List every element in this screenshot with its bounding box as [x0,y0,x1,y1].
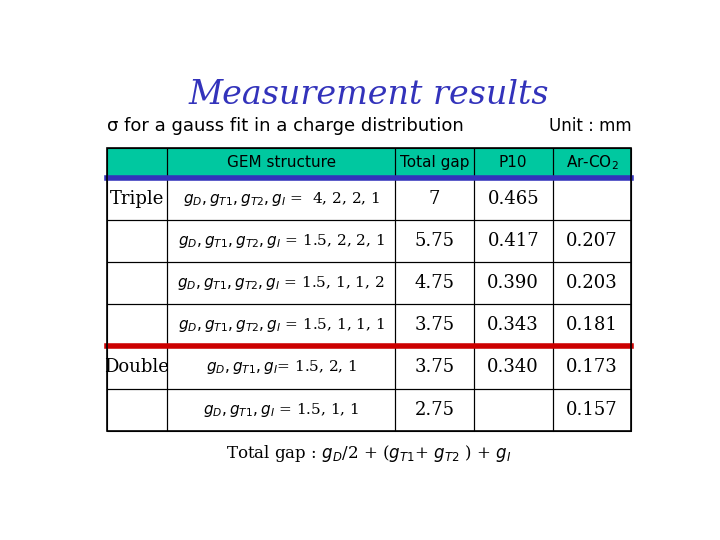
Bar [552,148,631,178]
Text: Total gap : $g_D$/2 + ($g_{T1}$+ $g_{T2}$ ) + $g_I$: Total gap : $g_D$/2 + ($g_{T1}$+ $g_{T2}… [226,443,512,464]
Bar [474,148,552,178]
Text: 0.207: 0.207 [566,232,618,250]
Bar [395,148,474,178]
Bar [552,148,631,178]
Text: 0.340: 0.340 [487,359,539,376]
Text: 0.343: 0.343 [487,316,539,334]
Text: 0.157: 0.157 [566,401,618,418]
Text: 7: 7 [429,190,440,208]
Text: $g_D,g_{T1},g_I$ = 1.5, 1, 1: $g_D,g_{T1},g_I$ = 1.5, 1, 1 [203,401,359,418]
Text: 0.173: 0.173 [566,359,618,376]
Text: 5.75: 5.75 [415,232,454,250]
Text: GEM structure: GEM structure [227,156,336,170]
Text: 3.75: 3.75 [415,316,454,334]
Text: 0.465: 0.465 [487,190,539,208]
Text: 0.390: 0.390 [487,274,539,292]
Text: 0.203: 0.203 [566,274,618,292]
Text: $g_D,g_{T1},g_{T2},g_I$ = 1.5, 2, 2, 1: $g_D,g_{T1},g_{T2},g_I$ = 1.5, 2, 2, 1 [178,232,384,250]
Text: 3.75: 3.75 [415,359,454,376]
Bar [167,148,395,178]
Text: $g_D,g_{T1},g_I$= 1.5, 2, 1: $g_D,g_{T1},g_I$= 1.5, 2, 1 [205,359,357,376]
Text: 4.75: 4.75 [415,274,454,292]
Text: P10: P10 [499,156,528,170]
Text: $g_D,g_{T1},g_{T2},g_I$ = 1.5, 1, 1, 1: $g_D,g_{T1},g_{T2},g_I$ = 1.5, 1, 1, 1 [178,316,384,334]
Bar [107,148,167,178]
Text: Unit : mm: Unit : mm [549,117,631,135]
Bar [395,148,474,178]
Text: Total gap: Total gap [400,156,469,170]
Text: σ for a gauss fit in a charge distribution: σ for a gauss fit in a charge distributi… [107,117,464,135]
Text: Ar-CO$_2$: Ar-CO$_2$ [566,153,618,172]
Bar [167,148,395,178]
Text: Measurement results: Measurement results [189,79,549,111]
Text: Triple: Triple [109,190,164,208]
Text: 0.417: 0.417 [487,232,539,250]
Text: $g_D,g_{T1},g_{T2},g_I$ = 1.5, 1, 1, 2: $g_D,g_{T1},g_{T2},g_I$ = 1.5, 1, 1, 2 [177,274,385,292]
Text: $g_D,g_{T1},g_{T2},g_I$ =  4, 2, 2, 1: $g_D,g_{T1},g_{T2},g_I$ = 4, 2, 2, 1 [183,190,379,208]
Text: Double: Double [104,359,169,376]
Text: 2.75: 2.75 [415,401,454,418]
Bar [107,148,167,178]
Bar [474,148,552,178]
Text: 0.181: 0.181 [566,316,618,334]
